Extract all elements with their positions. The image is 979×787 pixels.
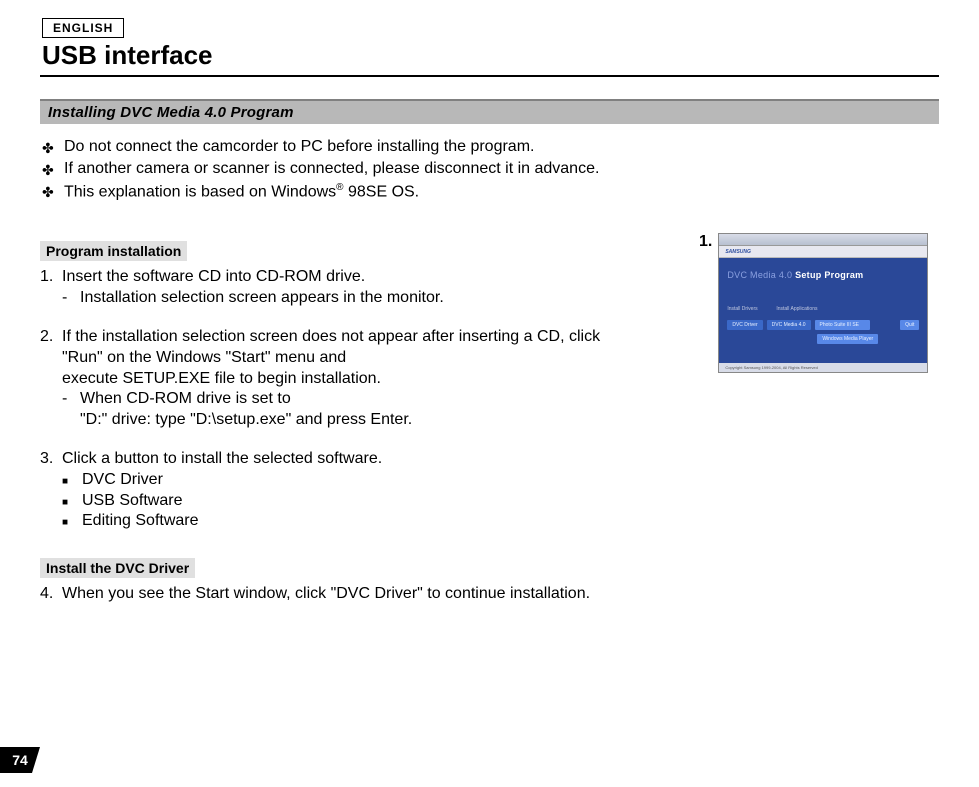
step-text: Click a button to install the selected s… xyxy=(62,449,679,470)
maltese-cross-icon: ✤ xyxy=(40,138,64,157)
software-item: DVC Driver xyxy=(82,470,163,491)
step-number: 1. xyxy=(40,267,62,288)
text-column: Program installation 1. Insert the softw… xyxy=(40,233,699,623)
screenshot-button: DVC Media 4.0 xyxy=(767,320,811,330)
intro-bullet-item: ✤ If another camera or scanner is connec… xyxy=(40,160,939,179)
dash-bullet: - xyxy=(62,389,80,431)
installer-screenshot: SAMSUNG DVC Media 4.0 Setup Program Inst… xyxy=(718,233,928,373)
square-bullet-icon: ■ xyxy=(62,470,82,491)
step-item: 2. If the installation selection screen … xyxy=(40,327,679,431)
step-subtext: Installation selection screen appears in… xyxy=(80,288,444,309)
software-item: USB Software xyxy=(82,491,182,512)
intro-bullet-item: ✤ Do not connect the camcorder to PC bef… xyxy=(40,138,939,157)
numbered-steps: 1. Insert the software CD into CD-ROM dr… xyxy=(40,267,679,532)
language-tag: ENGLISH xyxy=(42,18,124,38)
screenshot-footer: Copyright Samsung 1999-2004, All Rights … xyxy=(719,363,927,372)
square-bullet-icon: ■ xyxy=(62,511,82,532)
screenshot-col-head: Install Applications xyxy=(776,306,817,312)
intro-bullet-text: This explanation is based on Windows® 98… xyxy=(64,182,419,201)
step-number: 2. xyxy=(40,327,62,389)
screenshot-button: Windows Media Player xyxy=(817,334,878,344)
numbered-steps: 4. When you see the Start window, click … xyxy=(40,584,679,605)
step-text: When you see the Start window, click "DV… xyxy=(62,584,679,605)
screenshot-button: DVC Driver xyxy=(727,320,762,330)
intro-bullet-text: If another camera or scanner is connecte… xyxy=(64,160,599,178)
square-bullet-icon: ■ xyxy=(62,491,82,512)
screenshot-col-head: Install Drivers xyxy=(727,306,772,312)
step-item: 4. When you see the Start window, click … xyxy=(40,584,679,605)
step-item: 1. Insert the software CD into CD-ROM dr… xyxy=(40,267,679,309)
maltese-cross-icon: ✤ xyxy=(40,160,64,179)
figure-number: 1. xyxy=(699,233,712,251)
intro-bullet-list: ✤ Do not connect the camcorder to PC bef… xyxy=(40,138,939,201)
page-title: USB interface xyxy=(42,40,939,73)
step-text: If the installation selection screen doe… xyxy=(62,327,679,389)
screenshot-body: Install Drivers Install Applications DVC… xyxy=(719,298,927,368)
step-item: 3. Click a button to install the selecte… xyxy=(40,449,679,532)
screenshot-quit-button: Quit xyxy=(900,320,919,330)
screenshot-logo-strip: SAMSUNG xyxy=(719,246,927,258)
screenshot-banner: DVC Media 4.0 Setup Program xyxy=(719,258,927,298)
maltese-cross-icon: ✤ xyxy=(40,182,64,201)
screenshot-titlebar xyxy=(719,234,927,246)
sub-header-install-driver: Install the DVC Driver xyxy=(40,558,195,578)
software-item: Editing Software xyxy=(82,511,199,532)
sub-header-program-install: Program installation xyxy=(40,241,187,261)
screenshot-button: Photo Suite III SE xyxy=(815,320,870,330)
step-number: 3. xyxy=(40,449,62,470)
figure-column: 1. SAMSUNG DVC Media 4.0 Setup Program I… xyxy=(699,233,939,373)
title-underline xyxy=(40,75,939,77)
intro-bullet-item: ✤ This explanation is based on Windows® … xyxy=(40,182,939,201)
intro-bullet-text: Do not connect the camcorder to PC befor… xyxy=(64,138,534,156)
step-number: 4. xyxy=(40,584,62,605)
step-subtext: When CD-ROM drive is set to "D:" drive: … xyxy=(80,389,412,431)
step-text: Insert the software CD into CD-ROM drive… xyxy=(62,267,679,288)
dash-bullet: - xyxy=(62,288,80,309)
content-columns: Program installation 1. Insert the softw… xyxy=(40,233,939,623)
section-heading-bar: Installing DVC Media 4.0 Program xyxy=(40,99,939,124)
figure-block: 1. SAMSUNG DVC Media 4.0 Setup Program I… xyxy=(699,233,939,373)
page-number-badge: 74 xyxy=(0,747,40,773)
